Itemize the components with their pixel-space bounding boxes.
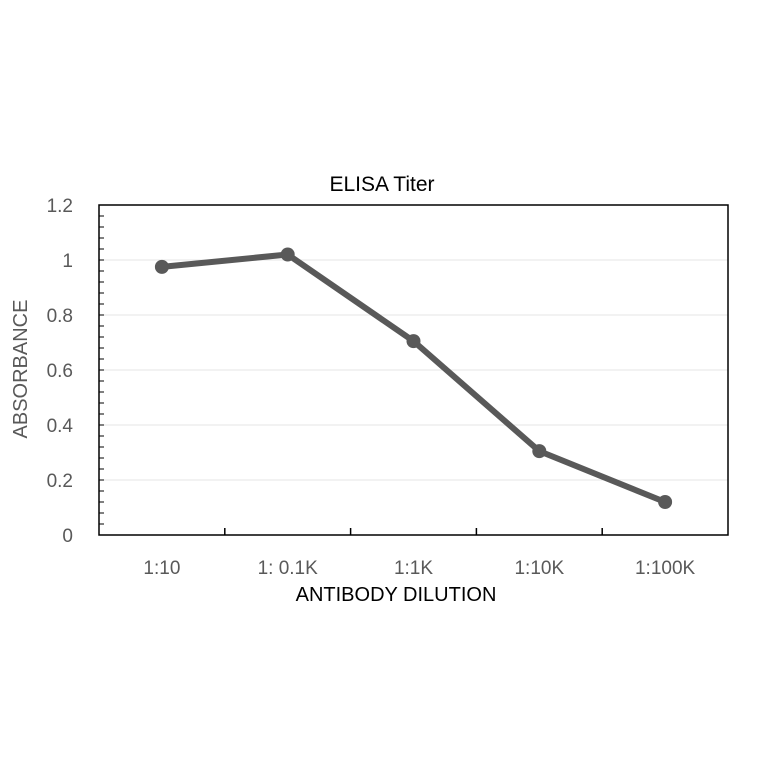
data-point [154, 259, 169, 274]
x-axis-title: ANTIBODY DILUTION [296, 584, 497, 606]
x-axis: 1:10 1: 0.1K 1:1K 1:10K 1:100K [143, 528, 696, 579]
x-tick-label: 1: 0.1K [258, 558, 319, 579]
data-point [280, 247, 295, 262]
y-tick-label: 0.4 [47, 416, 74, 437]
data-point [406, 334, 421, 349]
series-line [158, 251, 669, 505]
x-tick-label: 1:10 [143, 558, 180, 579]
y-tick-label: 1 [62, 251, 73, 272]
x-tick-label: 1:100K [635, 558, 696, 579]
data-point [532, 444, 547, 459]
data-point [658, 495, 673, 509]
y-tick-label: 0.2 [47, 471, 73, 492]
y-tick-label: 0 [62, 526, 73, 547]
series-layer [154, 247, 673, 509]
y-tick-label: 1.2 [47, 196, 73, 217]
y-axis: 0 0.2 0.4 0.6 0.8 1 1.2 [47, 196, 104, 547]
y-tick-label: 0.8 [47, 306, 73, 327]
y-tick-label: 0.6 [47, 361, 73, 382]
y-axis-title: ABSORBANCE [10, 300, 32, 439]
gridlines [99, 259, 728, 481]
chart-title: ELISA Titer [329, 173, 434, 196]
x-tick-label: 1:1K [394, 558, 433, 579]
x-tick-label: 1:10K [514, 558, 564, 579]
